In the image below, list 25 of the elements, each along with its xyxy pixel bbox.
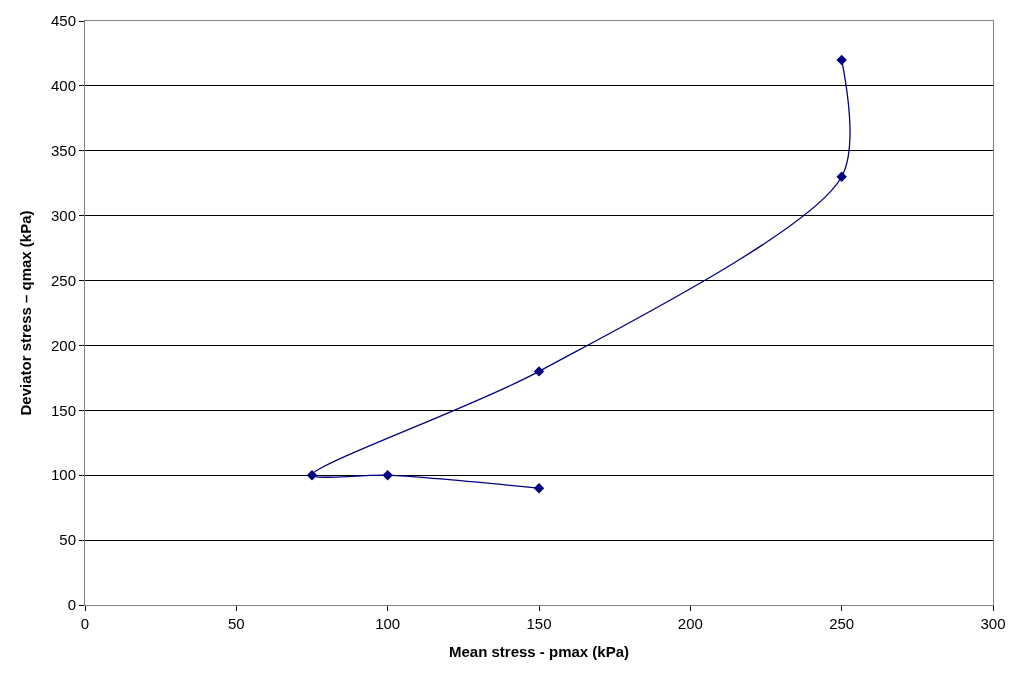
y-tick-label: 200 xyxy=(50,336,76,354)
point xyxy=(836,171,847,182)
x-tick-label: 200 xyxy=(677,615,703,632)
x-tick-label: 300 xyxy=(980,615,1006,632)
y-tick-label: 100 xyxy=(50,466,76,484)
point xyxy=(533,483,545,494)
y-tick-label: 50 xyxy=(59,531,76,549)
x-tick-label: 100 xyxy=(375,615,401,632)
point xyxy=(533,366,545,377)
x-tick-label: 150 xyxy=(526,615,552,632)
x-tick-label: 50 xyxy=(227,615,245,632)
y-axis-title: Deviator stress – qmax (kPa) xyxy=(17,210,35,416)
point xyxy=(836,54,847,66)
y-tick-label: 400 xyxy=(50,77,76,95)
x-axis-title: Mean stress - pmax (kPa) xyxy=(448,643,630,660)
x-tick-label: 250 xyxy=(829,615,855,632)
y-tick-label: 250 xyxy=(50,271,76,289)
y-tick-label: 300 xyxy=(50,206,76,224)
point xyxy=(306,470,318,481)
y-tick-label: 350 xyxy=(50,142,76,160)
y-tick-label: 150 xyxy=(50,401,76,419)
x-tick-label: 0 xyxy=(80,615,90,632)
y-tick-label: 0 xyxy=(67,596,76,614)
point xyxy=(382,470,393,481)
y-tick-label: 450 xyxy=(50,12,76,30)
